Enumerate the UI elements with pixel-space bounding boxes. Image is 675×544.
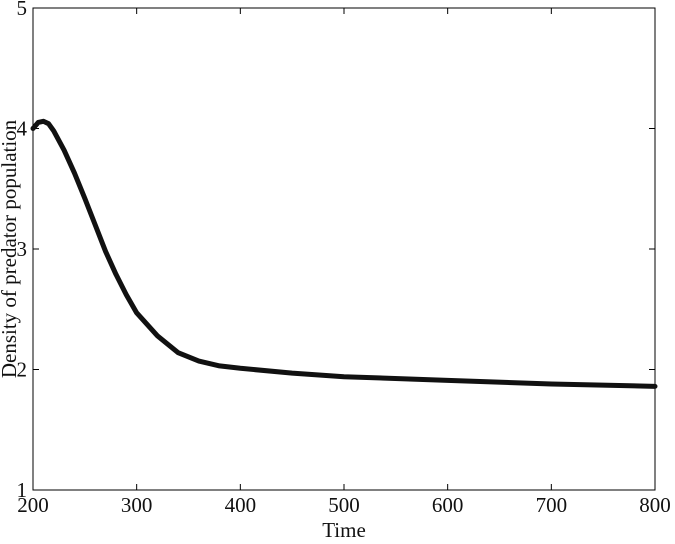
x-tick-label: 300	[121, 493, 153, 517]
y-axis-label: Density of predator population	[0, 119, 21, 378]
x-axis-label: Time	[322, 518, 366, 542]
x-tick-label: 700	[536, 493, 568, 517]
y-tick-label: 5	[17, 0, 28, 20]
x-tick-label: 600	[432, 493, 464, 517]
y-tick-label: 3	[17, 237, 28, 261]
x-tick-label: 500	[328, 493, 360, 517]
x-tick-label: 400	[225, 493, 257, 517]
x-tick-label: 200	[17, 493, 49, 517]
x-tick-label: 800	[639, 493, 671, 517]
y-tick-label: 1	[17, 478, 28, 502]
plot-frame	[32, 7, 656, 491]
y-tick-label: 4	[17, 117, 28, 141]
y-tick-label: 2	[17, 358, 28, 382]
data-line	[30, 118, 658, 389]
